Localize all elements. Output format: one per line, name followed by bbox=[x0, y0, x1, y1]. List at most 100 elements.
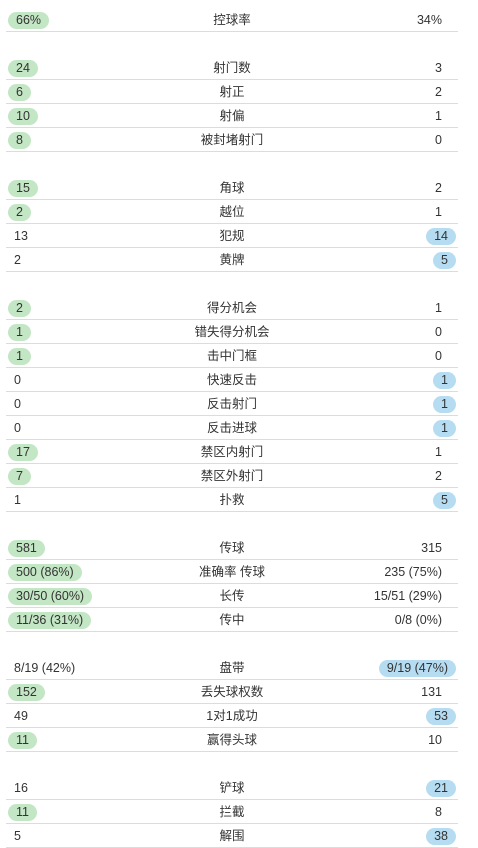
away-value: 131 bbox=[421, 685, 442, 699]
stat-row: 禁区内射门 17 1 bbox=[6, 440, 458, 464]
away-value: 38 bbox=[426, 828, 456, 845]
home-value: 581 bbox=[8, 540, 45, 557]
home-value: 11 bbox=[8, 732, 37, 749]
home-value: 6 bbox=[8, 84, 31, 101]
away-value: 1 bbox=[435, 301, 442, 315]
home-value: 13 bbox=[14, 229, 28, 243]
home-value: 10 bbox=[8, 108, 38, 125]
home-value: 24 bbox=[8, 60, 38, 77]
stat-label: 拦截 bbox=[219, 805, 245, 819]
stat-row: 得分机会 2 1 bbox=[6, 296, 458, 320]
home-value: 16 bbox=[14, 781, 28, 795]
away-value: 9/19 (47%) bbox=[378, 660, 456, 677]
away-value: 315 bbox=[421, 541, 442, 555]
home-value: 2 bbox=[14, 253, 21, 267]
home-value: 15 bbox=[8, 180, 38, 197]
stat-label: 犯规 bbox=[219, 229, 245, 243]
away-value: 21 bbox=[426, 780, 456, 797]
home-value: 152 bbox=[8, 684, 45, 701]
away-value: 0/8 (0%) bbox=[394, 613, 442, 627]
stat-row: 盘带 8/19 (42%) 9/19 (47%) bbox=[6, 656, 458, 680]
stat-label: 击中门框 bbox=[206, 349, 257, 363]
stat-label: 黄牌 bbox=[219, 253, 245, 267]
stat-row: 错失得分机会 1 0 bbox=[6, 320, 458, 344]
stat-label: 1对1成功 bbox=[206, 709, 258, 723]
away-value: 10 bbox=[428, 733, 442, 747]
stat-row: 1对1成功 49 53 bbox=[6, 704, 458, 728]
away-value: 1 bbox=[435, 109, 442, 123]
away-value: 2 bbox=[435, 469, 442, 483]
stat-row: 射门数 24 3 bbox=[6, 56, 458, 80]
stat-row: 控球率 66% 34% bbox=[6, 8, 458, 32]
away-value: 0 bbox=[435, 325, 442, 339]
stat-label: 反击射门 bbox=[206, 397, 257, 411]
stat-label: 快速反击 bbox=[206, 373, 257, 387]
stat-row: 被封堵射门 8 0 bbox=[6, 128, 458, 152]
stat-row: 黄牌 2 5 bbox=[6, 248, 458, 272]
stat-row: 快速反击 0 1 bbox=[6, 368, 458, 392]
stat-row: 传中 11/36 (31%) 0/8 (0%) bbox=[6, 608, 458, 632]
stat-row: 传球 581 315 bbox=[6, 536, 458, 560]
stat-label: 赢得头球 bbox=[206, 733, 257, 747]
stat-label: 射正 bbox=[219, 85, 245, 99]
away-value: 235 (75%) bbox=[384, 565, 442, 579]
away-value: 14 bbox=[426, 228, 456, 245]
home-value: 500 (86%) bbox=[8, 564, 82, 581]
stat-row: 赢得头球 11 10 bbox=[6, 728, 458, 752]
stat-label: 丢失球权数 bbox=[200, 685, 264, 699]
stat-label: 射门数 bbox=[213, 61, 251, 75]
away-value: 1 bbox=[435, 205, 442, 219]
stat-row: 犯规 13 14 bbox=[6, 224, 458, 248]
away-value: 1 bbox=[433, 396, 456, 413]
away-value: 2 bbox=[435, 181, 442, 195]
stat-row: 反击进球 0 1 bbox=[6, 416, 458, 440]
home-value: 0 bbox=[14, 373, 21, 387]
home-value: 17 bbox=[8, 444, 38, 461]
stat-row: 解围 5 38 bbox=[6, 824, 458, 848]
away-value: 8 bbox=[435, 805, 442, 819]
stat-label: 解围 bbox=[219, 829, 245, 843]
stat-label: 传球 bbox=[219, 541, 245, 555]
stat-label: 传中 bbox=[219, 613, 245, 627]
away-value: 0 bbox=[435, 133, 442, 147]
stat-label: 反击进球 bbox=[206, 421, 257, 435]
stat-row: 角球 15 2 bbox=[6, 176, 458, 200]
home-value: 11/36 (31%) bbox=[8, 612, 92, 629]
stat-label: 准确率 传球 bbox=[199, 565, 265, 579]
stat-row: 丢失球权数 152 131 bbox=[6, 680, 458, 704]
home-value: 11 bbox=[8, 804, 37, 821]
stat-label: 控球率 bbox=[213, 13, 251, 27]
away-value: 53 bbox=[426, 708, 456, 725]
away-value: 1 bbox=[433, 420, 456, 437]
home-value: 8 bbox=[8, 132, 31, 149]
stat-label: 被封堵射门 bbox=[200, 133, 264, 147]
home-value: 1 bbox=[8, 348, 31, 365]
home-value: 0 bbox=[14, 397, 21, 411]
away-value: 0 bbox=[435, 349, 442, 363]
stat-row: 击中门框 1 0 bbox=[6, 344, 458, 368]
home-value: 7 bbox=[8, 468, 31, 485]
home-value: 5 bbox=[14, 829, 21, 843]
away-value: 1 bbox=[433, 372, 456, 389]
away-value: 2 bbox=[435, 85, 442, 99]
stat-label: 得分机会 bbox=[206, 301, 257, 315]
stat-label: 长传 bbox=[219, 589, 245, 603]
stat-label: 射偏 bbox=[219, 109, 245, 123]
home-value: 30/50 (60%) bbox=[8, 588, 93, 605]
away-value: 15/51 (29%) bbox=[373, 589, 442, 603]
stat-label: 盘带 bbox=[219, 661, 245, 675]
stat-row: 扑救 1 5 bbox=[6, 488, 458, 512]
stat-label: 角球 bbox=[219, 181, 245, 195]
stat-row: 长传 30/50 (60%) 15/51 (29%) bbox=[6, 584, 458, 608]
stat-row: 禁区外射门 7 2 bbox=[6, 464, 458, 488]
stat-label: 扑救 bbox=[219, 493, 245, 507]
away-value: 34% bbox=[416, 13, 442, 27]
stat-label: 禁区内射门 bbox=[200, 445, 264, 459]
stat-row: 射正 6 2 bbox=[6, 80, 458, 104]
home-value: 8/19 (42%) bbox=[14, 661, 76, 675]
stat-label: 禁区外射门 bbox=[200, 469, 264, 483]
home-value: 1 bbox=[8, 324, 31, 341]
away-value: 5 bbox=[433, 252, 456, 269]
home-value: 2 bbox=[8, 204, 31, 221]
away-value: 5 bbox=[433, 492, 456, 509]
